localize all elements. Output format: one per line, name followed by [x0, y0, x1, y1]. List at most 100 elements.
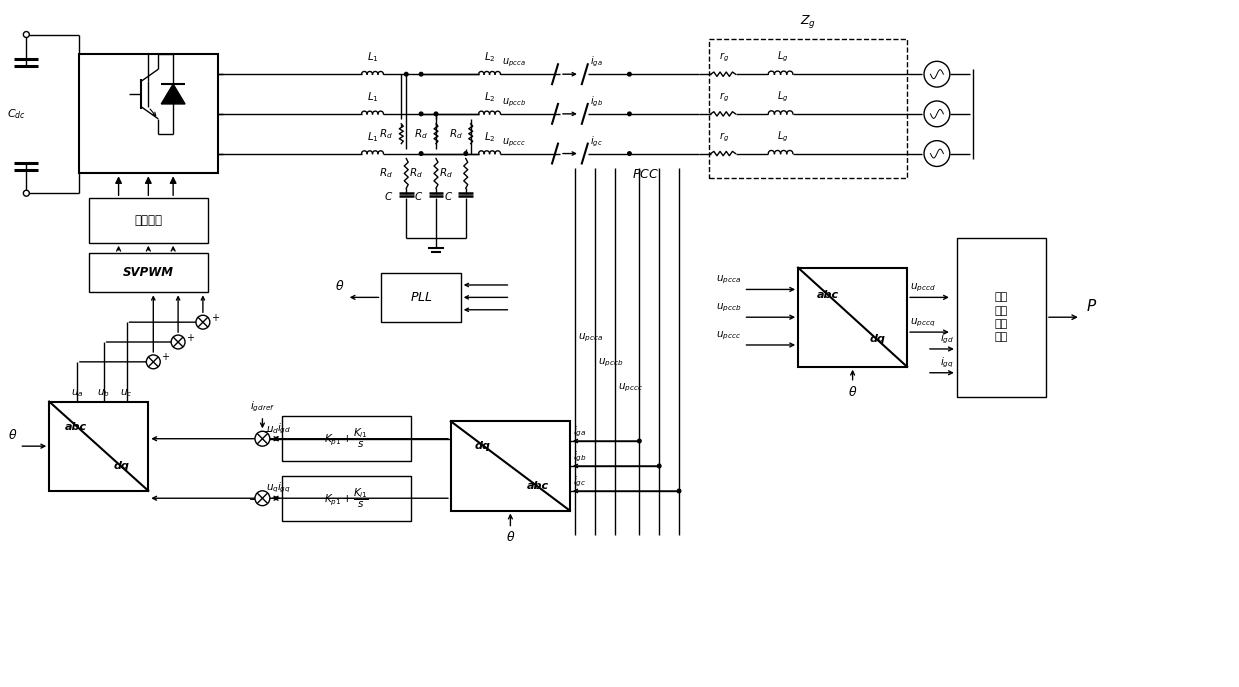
- Circle shape: [638, 439, 641, 443]
- Circle shape: [658, 464, 660, 468]
- Text: $u_{pcca}$: $u_{pcca}$: [503, 57, 527, 69]
- Text: $K_{p1}+\dfrac{K_{i1}}{s}$: $K_{p1}+\dfrac{K_{i1}}{s}$: [325, 427, 369, 450]
- Text: $\theta$: $\theta$: [336, 280, 344, 293]
- Text: $i_{gd}$: $i_{gd}$: [278, 421, 291, 436]
- Text: $\theta$: $\theta$: [847, 385, 857, 398]
- Text: $i_{ga}$: $i_{ga}$: [572, 425, 586, 439]
- Text: abc: abc: [817, 291, 839, 300]
- Text: 驱动电路: 驱动电路: [134, 214, 162, 227]
- Bar: [89, 198, 208, 243]
- Circle shape: [434, 112, 437, 115]
- Text: $i_{gc}$: $i_{gc}$: [572, 475, 586, 489]
- Bar: [798, 268, 907, 367]
- Text: $i_{gq}$: $i_{gq}$: [278, 481, 291, 495]
- Circle shape: [24, 32, 30, 38]
- Text: $i_{gq}$: $i_{gq}$: [940, 355, 954, 370]
- Text: $R_d$: $R_d$: [414, 127, 427, 141]
- Text: $u_{pcca}$: $u_{pcca}$: [716, 274, 741, 286]
- Text: $u_{pccb}$: $u_{pccb}$: [716, 302, 741, 314]
- Circle shape: [24, 190, 30, 196]
- Text: $L_1$: $L_1$: [367, 130, 378, 144]
- Text: $i_{gb}$: $i_{gb}$: [590, 95, 602, 109]
- Text: $C$: $C$: [384, 190, 393, 202]
- Circle shape: [404, 72, 408, 76]
- Text: $r_g$: $r_g$: [719, 51, 729, 65]
- Polygon shape: [161, 84, 185, 104]
- Text: $u_b$: $u_b$: [98, 387, 110, 398]
- Text: $PLL$: $PLL$: [410, 291, 432, 304]
- Text: $u_{pccb}$: $u_{pccb}$: [597, 357, 623, 369]
- Circle shape: [196, 315, 209, 329]
- Text: $u_{pccb}$: $u_{pccb}$: [503, 96, 527, 109]
- Circle shape: [628, 72, 631, 76]
- Text: $u_{pcca}$: $u_{pcca}$: [577, 332, 603, 344]
- Text: $L_2$: $L_2$: [483, 130, 496, 144]
- Text: $P$: $P$: [1085, 298, 1097, 314]
- Bar: [282, 476, 411, 521]
- Text: $i_{gc}$: $i_{gc}$: [590, 134, 602, 148]
- Circle shape: [419, 152, 422, 155]
- Text: $L_1$: $L_1$: [367, 90, 378, 104]
- Text: $u_q$: $u_q$: [266, 483, 279, 495]
- Circle shape: [171, 335, 185, 349]
- Text: $R_d$: $R_d$: [379, 166, 393, 180]
- Circle shape: [628, 112, 631, 115]
- Text: $+$: $+$: [186, 332, 195, 343]
- Text: $R_d$: $R_d$: [379, 127, 393, 141]
- Text: $K_{p1}+\dfrac{K_{i1}}{s}$: $K_{p1}+\dfrac{K_{i1}}{s}$: [325, 486, 369, 510]
- Text: $u_{pccq}$: $u_{pccq}$: [911, 317, 935, 329]
- Text: $R_d$: $R_d$: [439, 166, 453, 180]
- Circle shape: [463, 152, 467, 155]
- Circle shape: [419, 112, 422, 115]
- Text: $u_{pccc}$: $u_{pccc}$: [716, 330, 741, 342]
- Circle shape: [146, 355, 160, 369]
- Circle shape: [419, 72, 422, 76]
- Circle shape: [924, 101, 950, 127]
- Text: $\theta$: $\theta$: [506, 530, 515, 545]
- Text: $i_{gd}$: $i_{gd}$: [939, 332, 954, 346]
- Bar: [282, 416, 411, 461]
- Circle shape: [628, 152, 631, 155]
- Text: dq: dq: [870, 334, 886, 344]
- Circle shape: [678, 489, 680, 493]
- Text: $r_g$: $r_g$: [719, 91, 729, 104]
- Text: dq: dq: [114, 461, 130, 471]
- Text: $+$: $+$: [161, 351, 170, 362]
- Bar: [451, 421, 570, 510]
- Text: $L_g$: $L_g$: [777, 89, 789, 104]
- Text: $L_2$: $L_2$: [483, 90, 496, 104]
- Text: $L_2$: $L_2$: [483, 50, 496, 65]
- Text: $r_g$: $r_g$: [719, 131, 729, 144]
- Text: $i_{gdref}$: $i_{gdref}$: [250, 400, 275, 414]
- Circle shape: [255, 431, 270, 446]
- Text: $L_g$: $L_g$: [777, 50, 789, 65]
- Bar: [50, 401, 149, 491]
- Circle shape: [924, 141, 950, 166]
- Text: $C_{dc}$: $C_{dc}$: [7, 107, 26, 121]
- Text: $Z_g$: $Z_g$: [800, 12, 817, 30]
- Text: abc: abc: [64, 422, 87, 431]
- Text: SVPWM: SVPWM: [123, 266, 173, 279]
- Text: 输出
有功
功率
计算: 输出 有功 功率 计算: [995, 293, 1009, 342]
- Text: $R_d$: $R_d$: [449, 127, 462, 141]
- Text: $R_d$: $R_d$: [409, 166, 422, 180]
- Text: dq: dq: [475, 441, 491, 451]
- Text: $C$: $C$: [444, 190, 453, 202]
- Bar: [709, 39, 907, 179]
- Text: $L_g$: $L_g$: [777, 129, 789, 144]
- Circle shape: [924, 61, 950, 87]
- Bar: [957, 238, 1046, 396]
- Text: $i_{ga}$: $i_{ga}$: [590, 55, 602, 69]
- Text: $i_{gb}$: $i_{gb}$: [572, 449, 586, 464]
- Text: $-$: $-$: [249, 493, 259, 504]
- Text: $PCC$: $PCC$: [632, 168, 659, 181]
- Text: $u_{pccc}$: $u_{pccc}$: [503, 136, 527, 148]
- Text: $u_{pccc}$: $u_{pccc}$: [617, 381, 643, 394]
- Text: $L_1$: $L_1$: [367, 50, 378, 65]
- Text: $-$: $-$: [263, 425, 273, 435]
- Bar: [79, 54, 218, 173]
- Text: $C$: $C$: [414, 190, 422, 202]
- Text: $u_d$: $u_d$: [266, 424, 279, 436]
- Text: abc: abc: [527, 481, 549, 491]
- Bar: [89, 253, 208, 293]
